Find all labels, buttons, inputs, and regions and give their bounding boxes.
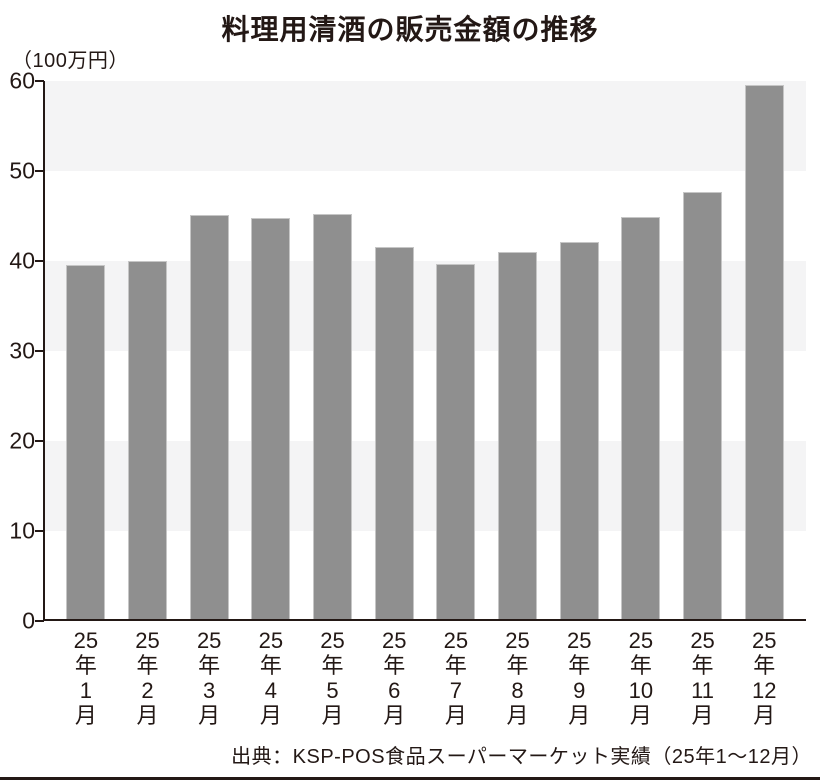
x-axis-line	[43, 619, 806, 621]
bottom-rule	[0, 777, 820, 780]
y-tick	[35, 620, 44, 622]
y-axis-unit-label: （100万円）	[12, 50, 129, 72]
chart-title: 料理用清酒の販売金額の推移	[221, 14, 599, 45]
bar-column	[425, 81, 487, 619]
grid-band	[45, 531, 806, 621]
bar-column	[302, 81, 364, 619]
x-tick-label: 25 年 6 月	[381, 628, 407, 728]
bar-25年5月	[313, 214, 353, 619]
x-tick-label: 25 年 12 月	[751, 628, 777, 728]
bar-25年10月	[621, 217, 661, 619]
bar-column	[55, 81, 117, 619]
bar-column	[178, 81, 240, 619]
x-tick-label: 25 年 5 月	[320, 628, 345, 728]
source-note: 出典：KSP-POS食品スーパーマーケット実績（25年1～12月）	[231, 746, 812, 768]
bar-column	[672, 81, 734, 619]
bar-25年11月	[683, 192, 723, 619]
y-tick-label: 30	[9, 337, 35, 364]
y-tick-label: 0	[22, 607, 35, 634]
bar-25年3月	[189, 215, 229, 619]
y-tick-label: 20	[9, 427, 35, 454]
bar-column	[363, 81, 425, 619]
bar-25年7月	[436, 264, 476, 619]
y-tick-label: 10	[9, 517, 35, 544]
x-axis-labels: 25 年 1 月 25 年 2 月 25 年 3 月 25 年 4 月 25 年 5 月 25 年 6 月 25 年 7 月 25 年 8 月…	[45, 628, 806, 728]
x-tick-label: 25 年 3 月	[196, 628, 222, 728]
bar-column	[548, 81, 610, 619]
y-tick	[35, 350, 44, 352]
bar-column	[240, 81, 302, 619]
x-tick-label: 25 年 11 月	[690, 628, 715, 728]
bar-series	[45, 81, 806, 619]
x-tick-label: 25 年 10 月	[628, 628, 654, 728]
grid-band	[45, 441, 806, 531]
grid-band	[45, 171, 806, 261]
grid-band	[45, 261, 806, 351]
y-tick-label: 60	[9, 67, 35, 94]
bar-25年6月	[374, 247, 414, 619]
grid-band	[45, 81, 806, 171]
bar-column	[610, 81, 672, 619]
y-tick	[35, 260, 44, 262]
x-tick-label: 25 年 8 月	[505, 628, 530, 728]
bar-25年8月	[498, 252, 538, 619]
bar-column	[487, 81, 549, 619]
x-tick-label: 25 年 1 月	[73, 628, 99, 728]
y-tick	[35, 80, 44, 82]
y-tick	[35, 440, 44, 442]
y-tick-label: 50	[9, 157, 35, 184]
y-tick	[35, 170, 44, 172]
y-axis-line	[43, 81, 45, 621]
bar-column	[733, 81, 795, 619]
bar-25年4月	[251, 218, 291, 619]
plot-area	[45, 81, 806, 621]
bar-25年12月	[744, 85, 784, 619]
x-tick-label: 25 年 4 月	[258, 628, 284, 728]
x-tick-label: 25 年 7 月	[443, 628, 469, 728]
grid-band	[45, 351, 806, 441]
y-tick-label: 40	[9, 247, 35, 274]
bar-column	[117, 81, 179, 619]
bar-25年2月	[128, 261, 167, 619]
bar-25年1月	[66, 265, 106, 619]
x-tick-label: 25 年 2 月	[135, 628, 160, 728]
y-tick	[35, 530, 44, 532]
x-tick-label: 25 年 9 月	[566, 628, 592, 728]
bar-25年9月	[559, 242, 599, 619]
